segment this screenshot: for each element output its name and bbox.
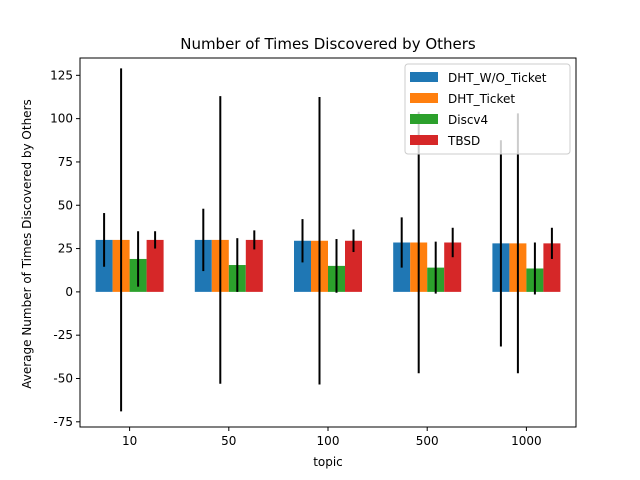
y-axis-label: Average Number of Times Discovered by Ot… (20, 99, 34, 389)
x-axis-label: topic (313, 455, 343, 469)
y-tick-label: 0 (65, 285, 73, 299)
y-tick-label: 125 (50, 68, 73, 82)
y-axis: -75 -50 -25 0 25 50 75 100 125 (50, 68, 80, 429)
y-tick-label: 100 (50, 112, 73, 126)
legend-swatch (410, 72, 438, 82)
bar-tbsd-500 (444, 242, 462, 292)
y-tick-label: 50 (58, 198, 73, 212)
legend-label: Discv4 (448, 113, 488, 127)
legend: DHT_W/O_Ticket DHT_Ticket Discv4 TBSD (404, 63, 571, 155)
bar-tbsd-1000 (543, 243, 561, 292)
legend-label: TBSD (447, 134, 480, 148)
x-tick-label: 50 (221, 434, 236, 448)
x-axis: 10 50 100 500 1000 (122, 427, 542, 448)
x-tick-label: 1000 (511, 434, 542, 448)
legend-label: DHT_W/O_Ticket (448, 71, 547, 85)
bar-tbsd-100 (345, 240, 362, 292)
x-tick-label: 10 (122, 434, 137, 448)
legend-swatch (410, 93, 438, 103)
legend-swatch (410, 114, 438, 124)
y-tick-label: -50 (53, 371, 73, 385)
legend-box (404, 63, 571, 155)
chart-title: Number of Times Discovered by Others (180, 35, 476, 53)
bar-tbsd-50 (245, 239, 263, 292)
y-tick-label: 25 (58, 242, 73, 256)
y-tick-label: -25 (53, 328, 73, 342)
x-tick-label: 100 (317, 434, 340, 448)
x-tick-label: 500 (416, 434, 439, 448)
bar-dht-w-o-ticket-100 (294, 240, 311, 292)
bar-tbsd-10 (146, 239, 164, 292)
legend-label: DHT_Ticket (448, 92, 515, 106)
legend-swatch (410, 135, 438, 145)
y-tick-label: -75 (53, 415, 73, 429)
error-bars-group (103, 68, 553, 412)
y-tick-label: 75 (58, 155, 73, 169)
